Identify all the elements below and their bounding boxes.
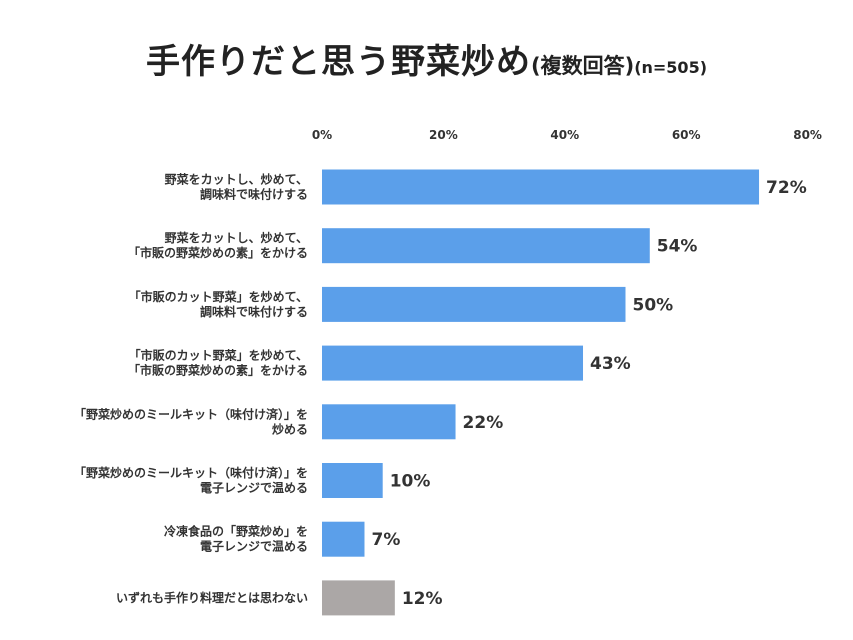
category-label-line: 野菜をカットし、炒めて、 bbox=[165, 230, 308, 245]
bar bbox=[322, 228, 650, 264]
bar-other bbox=[322, 580, 395, 616]
category-label: 「野菜炒めのミールキット（味付け済）」を電子レンジで温める bbox=[74, 465, 308, 495]
value-label: 54% bbox=[657, 237, 698, 257]
value-label: 12% bbox=[402, 589, 443, 609]
value-labels: 72% 54% 50% 43% 22% 10% 7% 12% bbox=[371, 178, 806, 609]
category-label-line: 電子レンジで温める bbox=[200, 481, 308, 495]
category-label-line: 調味料で味付けする bbox=[200, 187, 308, 202]
bar bbox=[322, 521, 365, 557]
category-label: いずれも手作り料理だとは思わない bbox=[116, 590, 308, 605]
x-tick-label: 20% bbox=[429, 128, 458, 142]
category-label-line: 冷凍食品の「野菜炒め」を bbox=[164, 524, 308, 539]
chart-title-sub: (複数回答) bbox=[530, 54, 635, 78]
category-label-line: 「市販の野菜炒めの素」をかける bbox=[128, 363, 308, 378]
category-label-line: 「野菜炒めのミールキット（味付け済）」を bbox=[74, 465, 308, 480]
category-label-line: 「市販のカット野菜」を炒めて、 bbox=[129, 348, 308, 363]
category-labels: 野菜をカットし、炒めて、調味料で味付けする野菜をカットし、炒めて、「市販の野菜炒… bbox=[74, 172, 308, 605]
bar bbox=[322, 345, 584, 381]
value-label: 7% bbox=[371, 530, 400, 550]
category-label-line: 「野菜炒めのミールキット（味付け済）」を bbox=[74, 406, 308, 421]
bar bbox=[322, 286, 626, 322]
chart-title-n: (n=505) bbox=[634, 58, 708, 77]
category-label-line: 調味料で味付けする bbox=[200, 304, 308, 319]
category-label: 野菜をカットし、炒めて、調味料で味付けする bbox=[165, 172, 308, 202]
chart-title: 手作りだと思う野菜炒め(複数回答)(n=505) bbox=[0, 34, 853, 83]
category-label: 「市販のカット野菜」を炒めて、調味料で味付けする bbox=[129, 289, 308, 319]
chart-title-main: 手作りだと思う野菜炒め bbox=[145, 42, 531, 82]
category-label-line: いずれも手作り料理だとは思わない bbox=[116, 590, 308, 605]
category-label: 「野菜炒めのミールキット（味付け済）」を炒める bbox=[74, 406, 308, 436]
bar bbox=[322, 169, 760, 205]
value-label: 50% bbox=[633, 295, 674, 315]
category-label: 冷凍食品の「野菜炒め」を電子レンジで温める bbox=[164, 524, 308, 554]
value-label: 10% bbox=[390, 472, 431, 492]
x-tick-label: 80% bbox=[793, 128, 822, 142]
x-axis-ticks: 0% 20% 40% 60% 80% bbox=[312, 128, 822, 142]
category-label-line: 炒める bbox=[272, 422, 308, 436]
category-label-line: 電子レンジで温める bbox=[200, 540, 308, 554]
bar bbox=[322, 404, 456, 440]
category-label: 野菜をカットし、炒めて、「市販の野菜炒めの素」をかける bbox=[128, 230, 308, 260]
bar bbox=[322, 463, 383, 498]
bars bbox=[322, 169, 760, 616]
category-label-line: 「市販のカット野菜」を炒めて、 bbox=[129, 289, 308, 304]
x-tick-label: 40% bbox=[550, 128, 579, 142]
value-label: 43% bbox=[590, 354, 631, 374]
category-label-line: 「市販の野菜炒めの素」をかける bbox=[128, 245, 308, 260]
category-label-line: 野菜をカットし、炒めて、 bbox=[165, 172, 308, 187]
x-tick-label: 0% bbox=[312, 128, 332, 142]
value-label: 72% bbox=[766, 178, 807, 198]
x-tick-label: 60% bbox=[672, 128, 701, 142]
value-label: 22% bbox=[463, 413, 504, 433]
category-label: 「市販のカット野菜」を炒めて、「市販の野菜炒めの素」をかける bbox=[128, 348, 308, 378]
